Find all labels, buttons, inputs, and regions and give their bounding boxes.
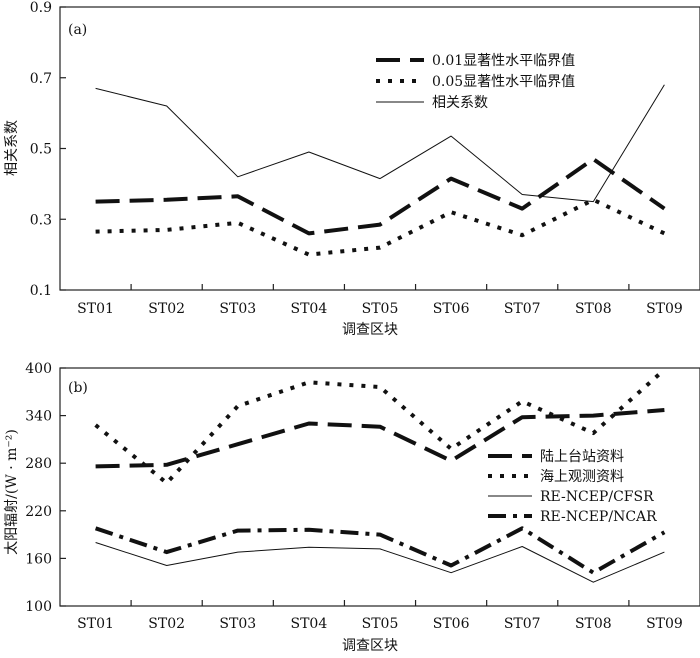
y-tick-label-a: 0.1	[30, 283, 52, 299]
x-tick-label-a: ST08	[575, 301, 612, 317]
x-tick-label-b: ST09	[646, 616, 683, 632]
y-tick-label-a: 0.5	[30, 142, 52, 158]
series-line-a-2	[95, 84, 665, 203]
series-line-b-3	[94, 526, 666, 575]
series-line-b-0	[95, 408, 665, 469]
legend-label-b: 陆上台站资料	[540, 449, 624, 465]
y-tick-label-b: 340	[25, 409, 52, 425]
y-tick-label-a: 0.3	[30, 212, 52, 228]
panel-b: (b) 100 160 220 280 340 400 ST01 ST02 ST03 ST04 S…	[4, 361, 700, 654]
y-tick-label-b: 160	[25, 551, 52, 567]
y-tick-label-b: 400	[25, 361, 52, 377]
x-axis-title-a: 调查区块	[342, 322, 398, 338]
x-tick-label-a: ST03	[219, 301, 256, 317]
x-tick-label-a: ST06	[433, 301, 470, 317]
x-tick-label-a: ST01	[77, 301, 114, 317]
legend-label-b: RE-NCEP/CFSR	[540, 489, 654, 505]
series-line-a-1	[95, 197, 666, 257]
y-tick-label-b: 280	[25, 456, 52, 472]
x-tick-label-b: ST02	[148, 616, 185, 632]
y-tick-label-b: 220	[25, 504, 52, 520]
y-tick-label-b: 100	[25, 599, 52, 615]
x-tick-label-b: ST04	[291, 616, 328, 632]
y-axis-title-b: 太阳辐射/(W · m⁻²)	[4, 429, 20, 555]
legend-label-a: 0.05显著性水平临界值	[432, 74, 575, 90]
legend-label-a: 相关系数	[432, 95, 488, 111]
plot-frame-b	[59, 367, 700, 607]
x-tick-label-a: ST09	[646, 301, 683, 317]
panel-label-a: (a)	[68, 22, 87, 38]
x-tick-label-b: ST08	[575, 616, 612, 632]
x-tick-label-a: ST07	[504, 301, 541, 317]
x-tick-label-a: ST04	[291, 301, 328, 317]
x-tick-label-b: ST07	[504, 616, 541, 632]
y-tick-label-a: 0.9	[30, 0, 52, 16]
x-tick-label-b: ST01	[77, 616, 114, 632]
legend-label-b: RE-NCEP/NCAR	[540, 509, 657, 525]
x-tick-label-a: ST05	[362, 301, 399, 317]
y-axis-title-a: 相关系数	[4, 120, 20, 176]
legend-label-a: 0.01显著性水平临界值	[432, 53, 575, 69]
series-line-a-0	[95, 157, 666, 236]
x-tick-label-b: ST05	[362, 616, 399, 632]
x-tick-label-b: ST03	[219, 616, 256, 632]
x-tick-label-b: ST06	[433, 616, 470, 632]
x-axis-title-b: 调查区块	[342, 638, 398, 654]
panel-a: (a) 0.1 0.3 0.5 0.7 0.9 ST01 ST02 ST03 ST04 ST05…	[4, 0, 700, 338]
panel-label-b: (b)	[68, 380, 88, 396]
y-tick-label-a: 0.7	[30, 71, 52, 87]
series-line-b-2	[95, 542, 665, 583]
legend-label-b: 海上观测资料	[540, 469, 624, 485]
x-tick-label-a: ST02	[148, 301, 185, 317]
